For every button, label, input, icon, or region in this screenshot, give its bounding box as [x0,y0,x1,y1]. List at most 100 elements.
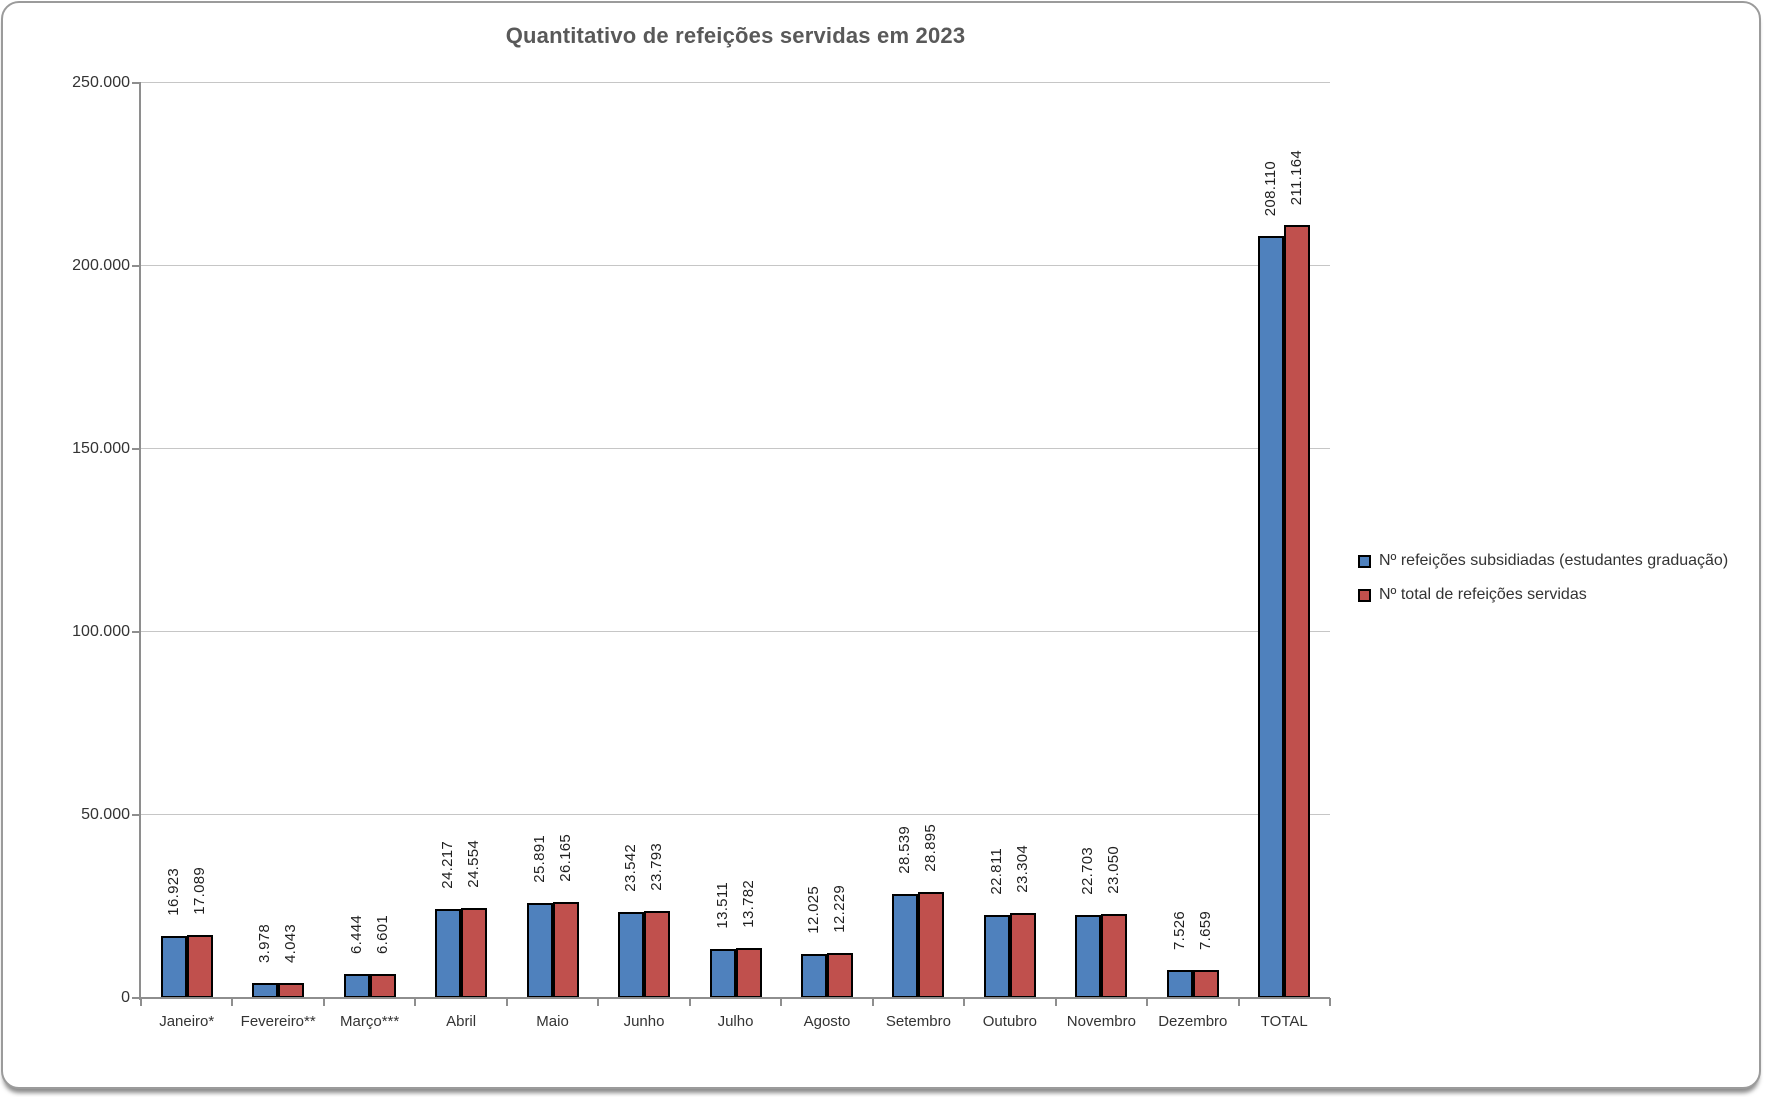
bar-subsidiadas [618,912,645,998]
x-axis-tick [231,998,234,1006]
x-axis-label: TOTAL [1260,1013,1308,1030]
legend-swatch-blue-icon [1358,554,1371,568]
x-axis-tick [871,998,874,1006]
legend-item-total: Nº total de refeições servidas [1358,581,1728,609]
x-axis-label: Julho [717,1013,754,1030]
x-axis-tick [1237,998,1240,1006]
x-axis-label: Março*** [340,1013,400,1030]
bar-value-label: 28.895 [922,824,940,872]
legend: Nº refeições subsidiadas (estudantes gra… [1358,547,1728,615]
x-axis-label: Agosto [803,1013,851,1030]
y-axis-tick [132,997,141,999]
x-axis-tick [780,998,783,1006]
x-axis-label: Abril [446,1013,477,1030]
bar-value-label: 12.025 [804,886,822,934]
x-axis-tick [688,998,691,1006]
bar-value-label: 17.089 [190,867,208,915]
bar-total [644,911,671,998]
bar-value-label: 211.164 [1288,149,1306,205]
bar-value-label: 7.659 [1196,910,1214,950]
y-axis-label: 150.000 [72,440,130,457]
bar-subsidiadas [1166,970,1193,998]
bar-value-label: 3.978 [256,923,274,963]
x-axis-tick [1329,998,1331,1006]
bar-value-label: 24.217 [439,841,457,889]
y-axis-label: 50.000 [81,806,130,823]
y-axis-tick [132,631,141,633]
bar-total [369,974,396,998]
bar-total [1192,970,1219,998]
bar-subsidiadas [709,949,736,998]
y-gridline [141,814,1330,815]
bar-value-label: 6.601 [373,914,391,954]
bar-value-label: 13.511 [713,882,731,929]
bar-value-label: 26.165 [556,834,574,882]
y-gridline [141,82,1330,83]
x-axis-label: Janeiro* [159,1013,215,1030]
x-axis-label: Setembro [885,1013,951,1030]
bar-total [1284,225,1311,998]
y-axis-tick [132,82,141,84]
y-axis-tick [132,814,141,816]
legend-label-subsidiadas: Nº refeições subsidiadas (estudantes gra… [1379,552,1729,569]
bar-value-label: 22.811 [987,848,1005,895]
legend-item-subsidiadas: Nº refeições subsidiadas (estudantes gra… [1358,547,1728,575]
bar-value-label: 25.891 [530,835,548,883]
y-axis-label: 200.000 [72,257,130,274]
bar-subsidiadas [1258,236,1285,998]
bar-value-label: 28.539 [896,826,914,874]
bar-value-label: 23.304 [1013,845,1031,893]
bar-value-label: 23.050 [1105,846,1123,894]
legend-label-total: Nº total de refeições servidas [1379,586,1587,603]
bar-total [186,935,213,998]
bar-subsidiadas [160,936,187,998]
bar-value-label: 12.229 [830,885,848,933]
bar-value-label: 23.793 [648,843,666,891]
bar-subsidiadas [800,954,827,998]
bar-value-label: 4.043 [282,923,300,963]
bar-value-label: 13.782 [739,880,757,928]
y-axis-tick [132,448,141,450]
chart-title: Quantitativo de refeições servidas em 20… [505,23,966,48]
y-axis-tick [132,265,141,267]
y-axis-label: 0 [121,989,130,1006]
y-axis-label: 100.000 [72,623,130,640]
bar-subsidiadas [252,983,279,998]
bar-value-label: 23.542 [622,844,640,892]
bar-subsidiadas [892,894,919,998]
bar-subsidiadas [343,974,370,998]
legend-swatch-red-icon [1358,588,1371,602]
bar-value-label: 6.444 [347,914,365,954]
x-axis-label: Dezembro [1158,1013,1228,1030]
x-axis-tick [414,998,417,1006]
x-axis-tick [597,998,600,1006]
x-axis-tick [963,998,966,1006]
bar-total [826,953,853,998]
x-axis-tick [1054,998,1057,1006]
x-axis-tick [322,998,325,1006]
x-axis-tick [505,998,508,1006]
bar-total [461,908,488,998]
x-axis-label: Outubro [982,1013,1037,1030]
x-axis-line [139,997,1330,999]
bar-total [552,902,579,998]
chart-canvas: Quantitativo de refeições servidas em 20… [3,3,1759,1087]
bar-value-label: 16.923 [164,868,182,916]
bar-total [735,948,762,998]
x-axis-label: Novembro [1066,1013,1136,1030]
y-gridline [141,448,1330,449]
bar-subsidiadas [526,903,553,998]
y-gridline [141,265,1330,266]
y-gridline [141,631,1330,632]
bar-subsidiadas [435,909,462,998]
bar-total [278,983,305,998]
bar-value-label: 208.110 [1262,160,1280,216]
x-axis-label: Maio [536,1013,569,1030]
bar-value-label: 22.703 [1079,847,1097,895]
x-axis-tick [140,998,142,1006]
bar-value-label: 7.526 [1170,910,1188,950]
bar-value-label: 24.554 [465,840,483,888]
x-axis-label: Junho [623,1013,665,1030]
bar-total [1009,913,1036,998]
